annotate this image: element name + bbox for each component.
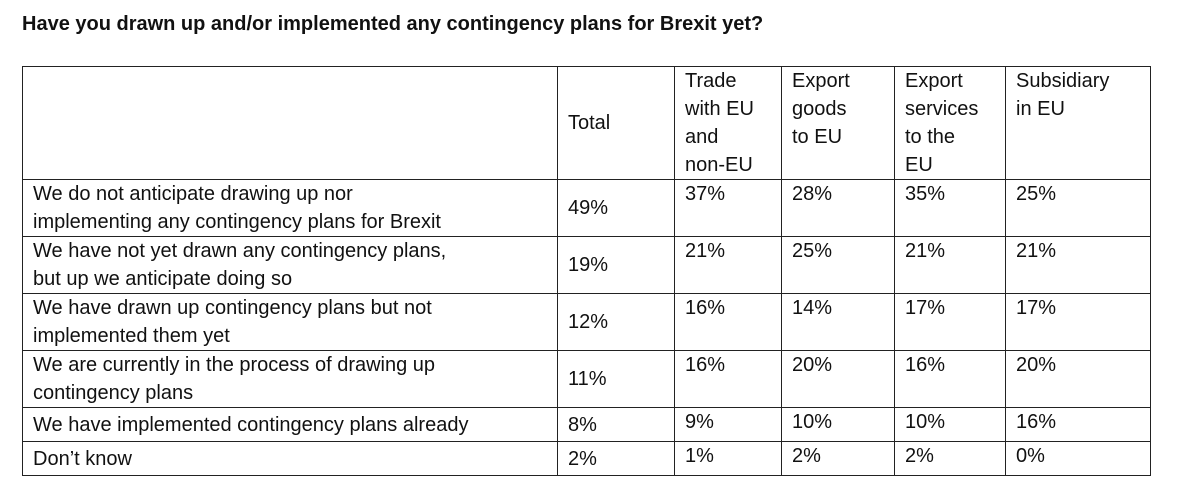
total-cell: 49% xyxy=(557,179,675,237)
subsidiary-cell: 16% xyxy=(1005,407,1151,442)
label-line: We have implemented contingency plans al… xyxy=(33,413,469,436)
trade-cell: 16% xyxy=(674,350,782,408)
total-cell: 2% xyxy=(557,441,675,476)
header-line: with EU xyxy=(685,98,754,120)
goods-cell: 14% xyxy=(781,293,895,351)
trade-cell: 21% xyxy=(674,236,782,294)
table-header-row: Total Trade with EU and non-EU Export go… xyxy=(22,66,1151,180)
label-line: We are currently in the process of drawi… xyxy=(33,354,436,376)
table-row: We have not yet drawn any contingency pl… xyxy=(22,236,1151,294)
row-label: Don’t know xyxy=(22,441,558,476)
table-row: We have drawn up contingency plans but n… xyxy=(22,293,1151,351)
goods-cell: 28% xyxy=(781,179,895,237)
subsidiary-cell: 17% xyxy=(1005,293,1151,351)
services-cell: 21% xyxy=(894,236,1006,294)
total-cell: 11% xyxy=(557,350,675,408)
header-total: Total xyxy=(557,66,675,180)
row-label: We have not yet drawn any contingency pl… xyxy=(22,236,558,294)
header-line: Export xyxy=(792,70,850,92)
label-line: We have not yet drawn any contingency pl… xyxy=(33,240,447,262)
trade-cell: 1% xyxy=(674,441,782,476)
header-export-goods: Export goods to EU xyxy=(781,66,895,180)
services-cell: 17% xyxy=(894,293,1006,351)
label-line: Don’t know xyxy=(33,447,132,470)
table-row: We have implemented contingency plans al… xyxy=(22,407,1151,442)
table-row: We are currently in the process of drawi… xyxy=(22,350,1151,408)
label-line: contingency plans xyxy=(33,382,194,404)
total-cell: 12% xyxy=(557,293,675,351)
header-line: Export xyxy=(905,70,963,92)
header-line: Trade xyxy=(685,70,737,92)
row-label: We are currently in the process of drawi… xyxy=(22,350,558,408)
survey-results-table: Total Trade with EU and non-EU Export go… xyxy=(22,66,1151,476)
header-export-services: Export services to the EU xyxy=(894,66,1006,180)
services-cell: 10% xyxy=(894,407,1006,442)
header-blank-cell xyxy=(22,66,558,180)
header-line: EU xyxy=(905,154,933,176)
goods-cell: 25% xyxy=(781,236,895,294)
question-title: Have you drawn up and/or implemented any… xyxy=(22,13,764,35)
services-cell: 2% xyxy=(894,441,1006,476)
trade-cell: 9% xyxy=(674,407,782,442)
table-row: We do not anticipate drawing up nor impl… xyxy=(22,179,1151,237)
label-line: implemented them yet xyxy=(33,325,230,347)
row-label: We do not anticipate drawing up nor impl… xyxy=(22,179,558,237)
trade-cell: 16% xyxy=(674,293,782,351)
services-cell: 16% xyxy=(894,350,1006,408)
header-line: to the xyxy=(905,126,956,148)
header-line: services xyxy=(905,98,979,120)
header-line: non-EU xyxy=(685,154,753,176)
label-line: We have drawn up contingency plans but n… xyxy=(33,297,432,319)
label-line: We do not anticipate drawing up nor xyxy=(33,183,353,205)
header-subsidiary: Subsidiary in EU xyxy=(1005,66,1151,180)
label-line: but up we anticipate doing so xyxy=(33,268,293,290)
subsidiary-cell: 0% xyxy=(1005,441,1151,476)
row-label: We have drawn up contingency plans but n… xyxy=(22,293,558,351)
row-label: We have implemented contingency plans al… xyxy=(22,407,558,442)
total-cell: 8% xyxy=(557,407,675,442)
goods-cell: 10% xyxy=(781,407,895,442)
subsidiary-cell: 20% xyxy=(1005,350,1151,408)
trade-cell: 37% xyxy=(674,179,782,237)
header-line: to EU xyxy=(792,126,843,148)
header-line: Subsidiary xyxy=(1016,70,1110,92)
goods-cell: 2% xyxy=(781,441,895,476)
header-line: goods xyxy=(792,98,847,120)
total-cell: 19% xyxy=(557,236,675,294)
subsidiary-cell: 21% xyxy=(1005,236,1151,294)
table-row: Don’t know 2% 1% 2% 2% 0% xyxy=(22,441,1151,476)
subsidiary-cell: 25% xyxy=(1005,179,1151,237)
header-trade-eu-non-eu: Trade with EU and non-EU xyxy=(674,66,782,180)
label-line: implementing any contingency plans for B… xyxy=(33,211,441,233)
goods-cell: 20% xyxy=(781,350,895,408)
services-cell: 35% xyxy=(894,179,1006,237)
header-line: and xyxy=(685,126,719,148)
header-line: in EU xyxy=(1016,98,1065,120)
